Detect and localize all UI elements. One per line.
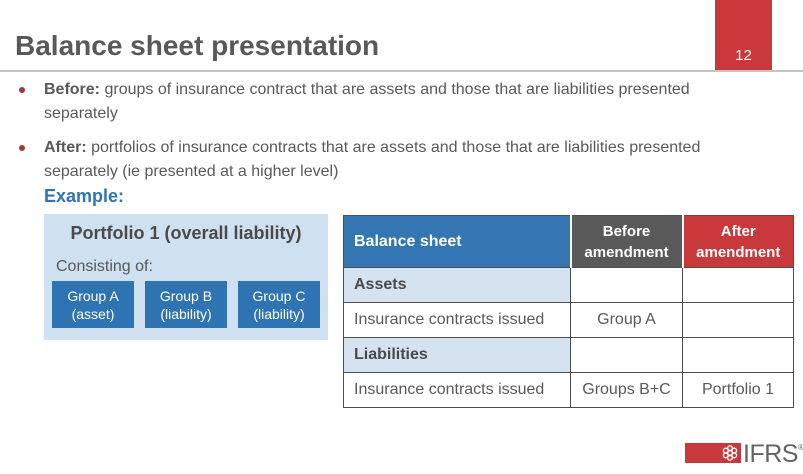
ifrs-logo-red-block <box>685 443 741 463</box>
row-before <box>570 337 683 373</box>
row-label: Assets <box>343 267 571 303</box>
bullet-icon <box>19 145 25 151</box>
bullet-before: Before: groups of insurance contract tha… <box>18 78 760 126</box>
row-after <box>682 337 794 373</box>
table-header-row: Balance sheet Before amendment After ame… <box>343 215 794 268</box>
header-before-amendment: Before amendment <box>569 215 683 268</box>
page-title: Balance sheet presentation <box>15 30 380 61</box>
row-before: Group A <box>570 302 683 338</box>
portfolio-box: Portfolio 1 (overall liability) Consisti… <box>44 214 328 340</box>
bullet-before-lead: Before: <box>44 81 101 98</box>
row-label: Insurance contracts issued <box>343 302 571 338</box>
group-row: Group A (asset) Group B (liability) Grou… <box>52 281 320 328</box>
row-after <box>682 267 794 303</box>
group-type: (asset) <box>71 305 115 322</box>
page-number-badge: 12 <box>715 0 772 72</box>
trademark-symbol: ® <box>797 443 803 452</box>
row-label: Liabilities <box>343 337 571 373</box>
row-after <box>682 302 794 338</box>
portfolio-subtitle: Consisting of: <box>56 258 153 275</box>
bullet-after-lead: After: <box>44 139 87 156</box>
row-before <box>570 267 683 303</box>
bullet-icon <box>19 87 25 93</box>
title-divider <box>0 70 803 72</box>
group-type: (liability) <box>253 305 305 322</box>
ifrs-logo-text: IFRS® <box>743 440 803 468</box>
group-chip-b: Group B (liability) <box>145 281 227 328</box>
ifrs-wordmark: IFRS <box>743 440 798 468</box>
header-after-amendment: After amendment <box>681 215 794 268</box>
group-type: (liability) <box>160 305 212 322</box>
ifrs-logo: IFRS® <box>685 440 803 468</box>
example-label: Example: <box>44 186 125 206</box>
bullet-after-text: portfolios of insurance contracts that a… <box>44 139 701 180</box>
row-after: Portfolio 1 <box>682 372 794 408</box>
table-row: Insurance contracts issued Groups B+C Po… <box>343 372 794 408</box>
table-row: Liabilities <box>343 337 794 373</box>
group-name: Group A <box>67 287 119 304</box>
header-balance-sheet: Balance sheet <box>343 215 571 268</box>
group-chip-a: Group A (asset) <box>52 281 134 328</box>
group-name: Group C <box>252 287 306 304</box>
bullet-before-text: groups of insurance contract that are as… <box>44 81 690 122</box>
bullet-after: After: portfolios of insurance contracts… <box>18 136 760 184</box>
row-before: Groups B+C <box>570 372 683 408</box>
balance-sheet-table: Balance sheet Before amendment After ame… <box>343 215 794 408</box>
table-row: Insurance contracts issued Group A <box>343 302 794 338</box>
page-number: 12 <box>735 47 752 64</box>
portfolio-title: Portfolio 1 (overall liability) <box>70 223 302 243</box>
bullet-list: Before: groups of insurance contract tha… <box>18 78 760 194</box>
row-label: Insurance contracts issued <box>343 372 571 408</box>
group-chip-c: Group C (liability) <box>238 281 320 328</box>
ifrs-rosette-icon <box>722 445 738 461</box>
table-row: Assets <box>343 267 794 303</box>
group-name: Group B <box>159 287 213 304</box>
